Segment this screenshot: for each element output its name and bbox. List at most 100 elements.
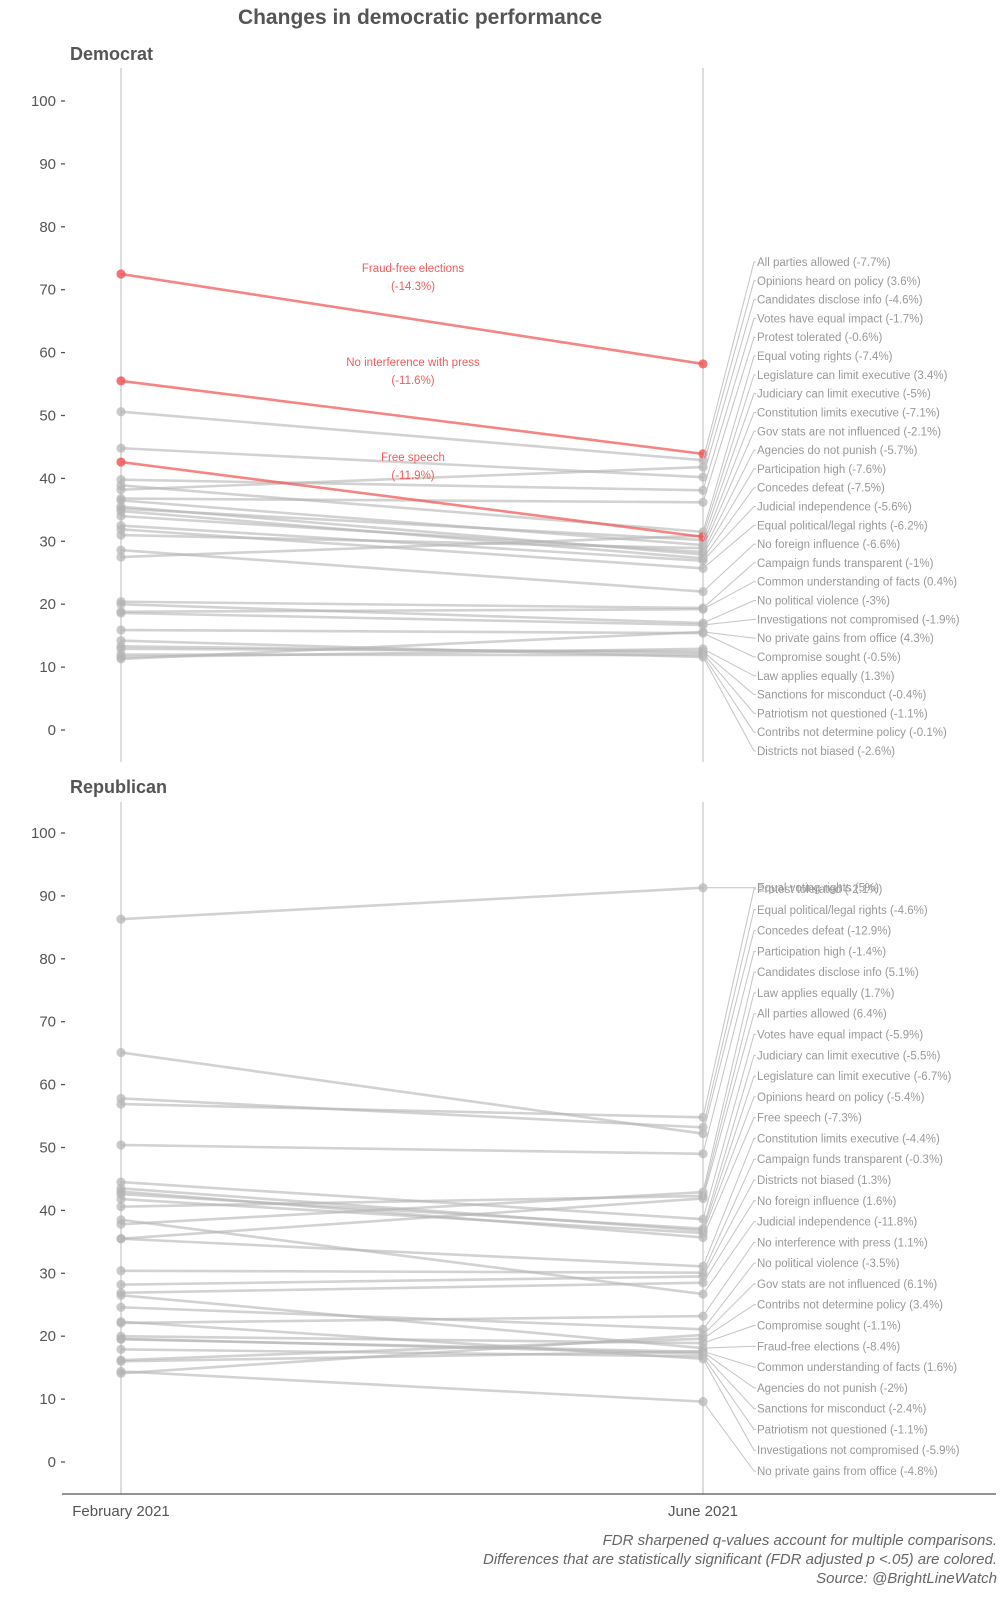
point-february bbox=[116, 914, 126, 924]
series-label-compromise-sought: Compromise sought (-1.1%) bbox=[757, 1321, 901, 1333]
y-tick-label: 40 bbox=[39, 470, 56, 487]
label-leader-line bbox=[702, 1241, 756, 1317]
series-label-judiciary-can-limit-executive: Judiciary can limit executive (-5.5%) bbox=[757, 1050, 941, 1062]
label-leader-line bbox=[702, 1137, 756, 1267]
label-leader-line bbox=[702, 632, 756, 658]
series-label-all-parties-allowed: All parties allowed (6.4%) bbox=[757, 1009, 887, 1021]
label-leader-line bbox=[702, 1353, 756, 1410]
series-line bbox=[120, 478, 704, 492]
label-leader-line bbox=[702, 543, 756, 592]
label-leader-line bbox=[702, 1096, 756, 1234]
series-label-gov-stats-are-not-influenced: Gov stats are not influenced (-2.1%) bbox=[757, 426, 941, 438]
label-leader-line bbox=[702, 449, 756, 553]
label-leader-line bbox=[702, 1401, 756, 1472]
series-line bbox=[120, 410, 704, 462]
y-tick-label: 20 bbox=[39, 1328, 56, 1345]
series-judicial-independence bbox=[116, 1215, 708, 1299]
series-label-participation-high: Participation high (-7.6%) bbox=[757, 464, 886, 476]
x-tick-label-june: June 2021 bbox=[668, 1503, 738, 1520]
point-february bbox=[116, 1186, 126, 1197]
series-line bbox=[120, 534, 704, 559]
series-label-compromise-sought: Compromise sought (-0.5%) bbox=[757, 652, 901, 664]
label-leader-line bbox=[702, 1117, 756, 1238]
series-label-equal-political-legal-rights: Equal political/legal rights (-6.2%) bbox=[757, 520, 928, 532]
label-leader-line bbox=[702, 468, 756, 555]
label-leader-line bbox=[702, 1158, 756, 1273]
x-tick-label-february: February 2021 bbox=[72, 1503, 170, 1520]
series-line bbox=[120, 272, 704, 366]
point-february bbox=[116, 457, 126, 467]
label-leader-line bbox=[702, 1304, 756, 1340]
series-label-agencies-do-not-punish: Agencies do not punish (-5.7%) bbox=[757, 445, 918, 457]
label-leader-line bbox=[702, 1358, 756, 1451]
series-label-sanctions-for-misconduct: Sanctions for misconduct (-0.4%) bbox=[757, 690, 927, 702]
series-equal-voting-rights bbox=[116, 883, 708, 924]
y-tick-label: 100 bbox=[31, 825, 56, 842]
label-leader-line bbox=[702, 299, 756, 478]
label-leader-line bbox=[702, 1179, 756, 1277]
y-tick-label: 90 bbox=[39, 888, 56, 905]
series-line bbox=[120, 1097, 704, 1129]
series-line bbox=[120, 1348, 704, 1358]
series-label-common-understanding-of-facts: Common understanding of facts (0.4%) bbox=[757, 577, 957, 589]
series-label-patriotism-not-questioned: Patriotism not questioned (-1.1%) bbox=[757, 708, 928, 720]
series-label-districts-not-biased: Districts not biased (-2.6%) bbox=[757, 746, 895, 758]
point-february bbox=[116, 1366, 126, 1377]
series-line bbox=[120, 499, 704, 547]
label-leader-line bbox=[702, 261, 756, 461]
point-february bbox=[116, 1215, 126, 1225]
label-leader-line bbox=[702, 930, 756, 1134]
series-compromise-sought bbox=[116, 625, 708, 638]
series-label-law-applies-equally: Law applies equally (1.7%) bbox=[757, 988, 895, 1000]
footnote-line-1: FDR sharpened q-values account for multi… bbox=[602, 1532, 997, 1549]
y-tick-label: 10 bbox=[39, 1391, 56, 1408]
series-concedes-defeat bbox=[116, 1047, 708, 1139]
y-tick-label: 40 bbox=[39, 1202, 56, 1219]
point-february bbox=[116, 443, 126, 453]
chart-title: Changes in democratic performance bbox=[238, 6, 602, 29]
series-label-constitution-limits-executive: Constitution limits executive (-7.1%) bbox=[757, 407, 940, 419]
series-label-no-political-violence: No political violence (-3%) bbox=[757, 596, 890, 608]
point-february bbox=[116, 1234, 126, 1244]
point-february bbox=[116, 636, 126, 646]
label-leader-line bbox=[702, 1221, 756, 1295]
series-label-votes-have-equal-impact: Votes have equal impact (-1.7%) bbox=[757, 313, 923, 325]
point-february bbox=[116, 625, 126, 635]
point-february bbox=[116, 1047, 126, 1058]
label-leader-line bbox=[702, 992, 756, 1197]
series-line bbox=[120, 600, 704, 610]
y-tick-label: 60 bbox=[39, 1077, 56, 1094]
series-label-districts-not-biased: Districts not biased (1.3%) bbox=[757, 1175, 891, 1187]
series-line bbox=[120, 1051, 704, 1135]
series-line bbox=[120, 1102, 704, 1119]
label-leader-line bbox=[702, 652, 756, 714]
series-label-no-foreign-influence: No foreign influence (1.6%) bbox=[757, 1196, 897, 1208]
y-tick-label: 80 bbox=[39, 951, 56, 968]
point-february bbox=[116, 545, 126, 555]
label-leader-line bbox=[702, 317, 756, 491]
y-tick-label: 0 bbox=[48, 722, 56, 739]
point-june bbox=[698, 604, 708, 614]
y-tick-label: 0 bbox=[48, 1454, 56, 1471]
label-leader-line bbox=[702, 411, 756, 546]
panel-title: Republican bbox=[70, 777, 167, 797]
series-label-agencies-do-not-punish: Agencies do not punish (-2%) bbox=[757, 1383, 908, 1395]
series-label-equal-voting-rights: Equal voting rights (-7.4%) bbox=[757, 351, 893, 363]
series-no-interference-with-press bbox=[116, 376, 708, 459]
point-february bbox=[116, 1266, 126, 1276]
series-line bbox=[120, 460, 704, 539]
series-line bbox=[120, 886, 704, 921]
series-label-no-political-violence: No political violence (-3.5%) bbox=[757, 1258, 900, 1270]
series-line bbox=[120, 1143, 704, 1156]
series-line bbox=[120, 602, 704, 625]
series-line bbox=[120, 1187, 704, 1232]
label-leader-line bbox=[702, 1034, 756, 1220]
series-line bbox=[120, 1305, 704, 1331]
label-leader-line bbox=[702, 909, 756, 1128]
label-leader-line bbox=[702, 1356, 756, 1430]
series-fraud-free-elections bbox=[116, 269, 708, 369]
label-leader-line bbox=[702, 393, 756, 541]
y-tick-label: 20 bbox=[39, 596, 56, 613]
label-leader-line bbox=[702, 631, 756, 639]
